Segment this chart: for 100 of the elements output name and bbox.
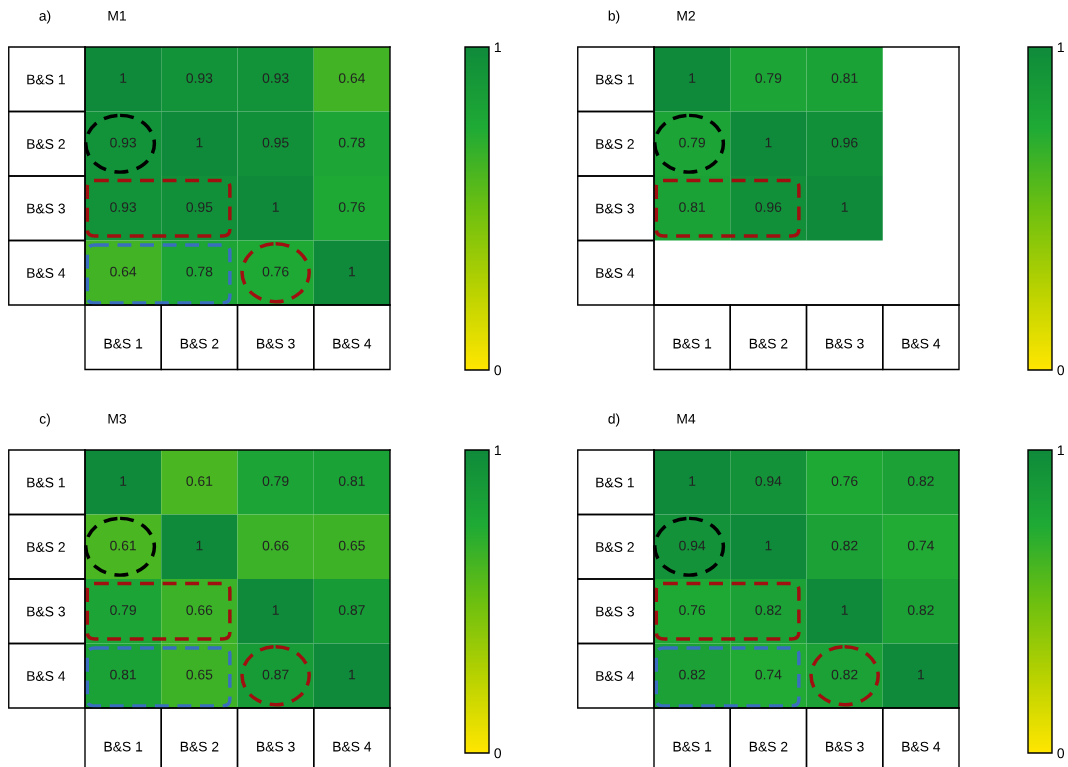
data-label: 0.66 [186,605,213,615]
data-label: 0.78 [186,266,213,277]
data-label: 0.82 [907,605,934,615]
color-bar-label: 0 [494,748,502,759]
color-bar-label: 1 [1057,42,1064,53]
data-label: 0.94 [679,540,706,551]
x-tick-label: B&S 2 [749,338,788,349]
y-tick-label: B&S 4 [596,671,635,681]
data-label: 1 [272,605,279,615]
data-label: 0.76 [679,605,706,615]
data-label: 0.93 [262,73,289,83]
x-tick-label: B&S 4 [902,338,941,349]
data-label: 1 [765,540,772,551]
color-bar-label: 1 [1057,445,1064,456]
color-bar-label: 0 [494,365,502,376]
data-label: 1 [841,202,848,212]
x-tick-label: B&S 1 [673,338,712,349]
data-label: 0.81 [831,73,858,83]
data-label: 0.82 [755,605,782,615]
data-label: 0.78 [338,137,365,148]
data-label: 0.93 [110,202,137,212]
chart-title: M2 [677,10,695,21]
y-tick-label: B&S 3 [27,606,65,617]
x-tick-label: B&S 1 [104,338,143,349]
text: b) [608,10,620,24]
data-label: 0.93 [110,137,137,148]
data-label: 0.65 [186,669,213,680]
data-label: 0.93 [186,73,213,83]
y-tick-label: B&S 4 [27,671,66,681]
y-tick-label: B&S 2 [596,542,634,552]
data-label: 1 [689,476,696,486]
data-label: 1 [196,540,203,551]
data-label: 1 [765,137,772,148]
data-label: 0.61 [186,476,213,486]
x-tick-label: B&S 3 [257,741,295,752]
y-tick-label: B&S 1 [27,74,65,85]
y-tick-label: B&S 3 [596,606,634,617]
data-label: 0.76 [831,476,858,486]
chart-title: M4 [677,414,696,424]
data-label: 0.64 [338,73,365,83]
data-label: 0.82 [831,669,858,680]
data-label: 0.66 [262,540,289,551]
y-tick-label: B&S 1 [596,74,634,85]
data-label: 0.61 [110,540,136,551]
data-label: 1 [918,669,925,680]
data-label: 0.64 [110,266,137,277]
data-label: 0.96 [755,202,782,212]
data-label: 1 [196,137,203,148]
data-label: 0.76 [262,266,289,277]
y-tick-label: B&S 4 [596,268,635,278]
x-tick-label: B&S 3 [257,338,295,349]
data-label: 0.87 [338,605,365,615]
x-tick-label: B&S 4 [333,741,372,752]
y-tick-label: B&S 2 [596,139,634,149]
data-label: 0.94 [755,476,782,486]
data-label: 0.82 [679,669,705,680]
y-tick-label: B&S 3 [596,203,634,214]
text: a) [39,10,51,24]
data-label: 0.79 [262,476,289,486]
data-label: 0.76 [338,202,365,212]
chart-title: M3 [108,413,127,424]
data-label: 0.81 [338,476,365,486]
data-label: 0.82 [831,540,858,551]
data-label: 1 [120,73,127,83]
data-label: 0.74 [755,669,782,680]
x-tick-label: B&S 4 [902,741,941,752]
data-label: 0.79 [679,137,705,148]
data-label: 0.81 [110,669,136,680]
x-tick-label: B&S 2 [180,741,219,752]
data-label: 0.95 [262,137,289,148]
y-tick-label: B&S 2 [27,542,65,552]
text: d) [608,413,620,427]
data-label: 0.87 [262,669,289,680]
data-label: 1 [120,476,127,486]
data-label: 1 [272,202,279,212]
x-tick-label: B&S 3 [826,741,864,752]
data-label: 0.79 [110,605,136,615]
color-bar-label: 1 [494,445,501,456]
x-tick-label: B&S 4 [333,338,372,349]
data-label: 0.79 [755,73,782,83]
x-tick-label: B&S 2 [749,741,788,752]
data-label: 1 [689,73,696,83]
y-tick-label: B&S 1 [27,477,65,488]
y-tick-label: B&S 4 [27,268,66,278]
y-tick-label: B&S 2 [27,139,65,149]
chart-title: M1 [108,11,126,21]
x-tick-label: B&S 1 [104,741,143,752]
x-tick-label: B&S 2 [180,338,219,349]
color-bar-label: 1 [494,42,501,53]
data-label: 0.74 [907,540,934,551]
x-tick-label: B&S 3 [826,338,864,349]
color-bar-label: 0 [1057,365,1065,376]
y-tick-label: B&S 1 [596,477,634,488]
data-label: 0.81 [679,202,705,212]
data-label: 0.65 [338,540,365,551]
data-label: 1 [841,605,848,615]
data-label: 1 [349,669,356,680]
data-label: 0.96 [831,137,858,148]
x-tick-label: B&S 1 [673,741,712,752]
color-bar-label: 0 [1057,748,1065,759]
